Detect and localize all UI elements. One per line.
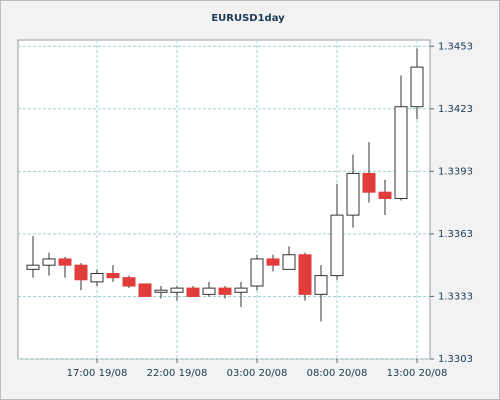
candle-body <box>346 172 360 216</box>
candle-body <box>42 258 56 266</box>
candle-body <box>74 264 88 281</box>
candle-body <box>106 273 120 279</box>
candle-body <box>282 254 296 270</box>
chart-title: EURUSD1day <box>211 13 285 24</box>
y-tick-label: 1.3423 <box>438 104 473 115</box>
candle-body <box>58 258 72 266</box>
candle-body <box>186 287 200 297</box>
y-tick-label: 1.3453 <box>438 41 473 52</box>
x-tick-label: 03:00 20/08 <box>227 368 288 379</box>
candle-body <box>314 275 328 295</box>
x-tick-label: 17:00 19/08 <box>67 368 128 379</box>
candle-body <box>234 287 248 293</box>
candle-body <box>362 172 376 193</box>
y-tick-label: 1.3303 <box>438 354 473 365</box>
candle-body <box>122 277 136 287</box>
x-tick-label: 22:00 19/08 <box>147 368 208 379</box>
candle-body <box>170 287 184 293</box>
candle-body <box>138 283 152 297</box>
candle-body <box>266 258 280 266</box>
y-tick-label: 1.3393 <box>438 166 473 177</box>
candle-body <box>202 287 216 295</box>
candle-body <box>90 273 104 283</box>
candle-body <box>330 214 344 277</box>
candle-body <box>218 287 232 295</box>
y-tick-label: 1.3333 <box>438 291 473 302</box>
candle-body <box>298 254 312 295</box>
plot-area <box>17 39 431 360</box>
candle-body <box>394 106 408 199</box>
candle-body <box>26 264 40 270</box>
candle-body <box>250 258 264 287</box>
candle-body <box>378 191 392 199</box>
candle-body <box>410 66 424 108</box>
candle-body <box>154 289 168 293</box>
y-tick-label: 1.3363 <box>438 229 473 240</box>
x-tick-label: 13:00 20/08 <box>387 368 448 379</box>
x-tick-label: 08:00 20/08 <box>307 368 368 379</box>
